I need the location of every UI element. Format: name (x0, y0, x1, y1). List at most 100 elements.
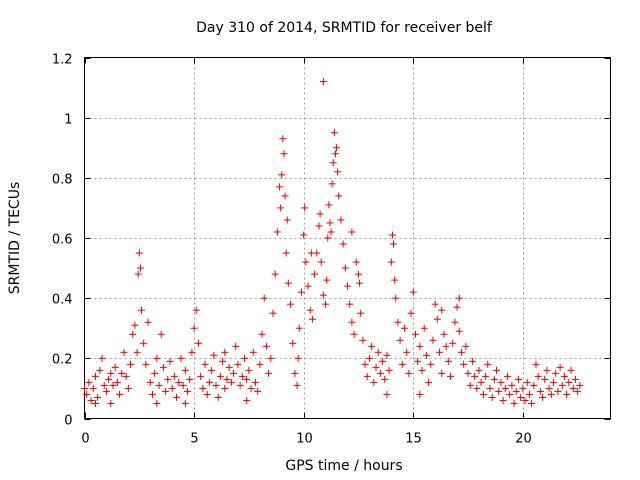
data-point (387, 258, 395, 266)
data-point (153, 399, 161, 407)
data-point (497, 378, 505, 386)
data-point (422, 351, 430, 359)
data-point (258, 330, 266, 338)
data-point (281, 192, 289, 200)
data-point (216, 372, 224, 380)
data-point (339, 240, 347, 248)
data-point (376, 369, 384, 377)
data-point (232, 342, 240, 350)
data-point (137, 306, 145, 314)
data-point (247, 384, 255, 392)
data-point (442, 342, 450, 350)
data-point (273, 228, 281, 236)
data-point (208, 366, 216, 374)
data-point (144, 318, 152, 326)
data-point (554, 387, 562, 395)
data-point (552, 369, 560, 377)
data-point (400, 324, 408, 332)
data-point (547, 390, 555, 398)
data-point (479, 390, 487, 398)
data-point (175, 378, 183, 386)
data-point (440, 330, 448, 338)
data-point (227, 378, 235, 386)
data-point (457, 348, 465, 356)
data-point (477, 378, 485, 386)
data-point (100, 381, 108, 389)
data-point (122, 372, 130, 380)
data-point (357, 309, 365, 317)
data-point (556, 363, 564, 371)
data-point (140, 339, 148, 347)
data-point (276, 183, 284, 191)
y-tick-label: 0.2 (52, 353, 73, 368)
data-point (453, 303, 461, 311)
x-tick-label: 5 (190, 432, 198, 447)
data-point (385, 366, 393, 374)
data-point (214, 393, 222, 401)
data-point (567, 366, 575, 374)
data-point (370, 378, 378, 386)
data-point (425, 378, 433, 386)
data-point (245, 366, 253, 374)
data-point (418, 366, 426, 374)
data-point (146, 378, 154, 386)
data-point (98, 354, 106, 362)
data-point (129, 330, 137, 338)
data-point (283, 216, 291, 224)
data-point (471, 372, 479, 380)
data-point (365, 354, 373, 362)
data-point (576, 381, 584, 389)
data-point (455, 294, 463, 302)
data-point (543, 366, 551, 374)
data-point (302, 258, 310, 266)
data-point (427, 360, 435, 368)
data-point (102, 387, 110, 395)
data-point (194, 339, 202, 347)
data-point (243, 375, 251, 383)
data-point (278, 171, 286, 179)
data-point (307, 249, 315, 257)
data-point (304, 282, 312, 290)
y-tick-label: 0.4 (52, 293, 73, 308)
data-point (528, 399, 536, 407)
data-point (348, 318, 356, 326)
data-point (344, 282, 351, 290)
data-point (109, 381, 117, 389)
data-point (297, 288, 305, 296)
data-point (127, 360, 135, 368)
data-point (574, 387, 582, 395)
data-point (334, 168, 342, 176)
data-point (190, 324, 198, 332)
data-point (493, 366, 501, 374)
data-point (506, 390, 514, 398)
data-point (447, 372, 455, 380)
data-point (142, 360, 150, 368)
data-point (212, 381, 220, 389)
data-point (170, 372, 178, 380)
data-point (486, 384, 494, 392)
data-point (409, 288, 417, 296)
data-point (157, 330, 165, 338)
data-point (530, 381, 538, 389)
data-point (330, 129, 338, 137)
data-point (490, 375, 498, 383)
data-point (284, 279, 292, 287)
y-tick-label: 1 (64, 113, 72, 128)
data-point (265, 369, 273, 377)
data-point (199, 384, 207, 392)
data-point (508, 381, 516, 389)
data-point (262, 342, 270, 350)
data-point (431, 300, 439, 308)
data-point (322, 300, 330, 308)
data-point (203, 390, 211, 398)
data-point (433, 315, 441, 323)
data-point (420, 324, 428, 332)
data-point (221, 384, 229, 392)
data-point (188, 348, 196, 356)
data-point (124, 384, 132, 392)
data-point (462, 342, 470, 350)
data-point (118, 369, 126, 377)
data-point (473, 384, 481, 392)
data-point (162, 387, 170, 395)
data-point (429, 336, 437, 344)
